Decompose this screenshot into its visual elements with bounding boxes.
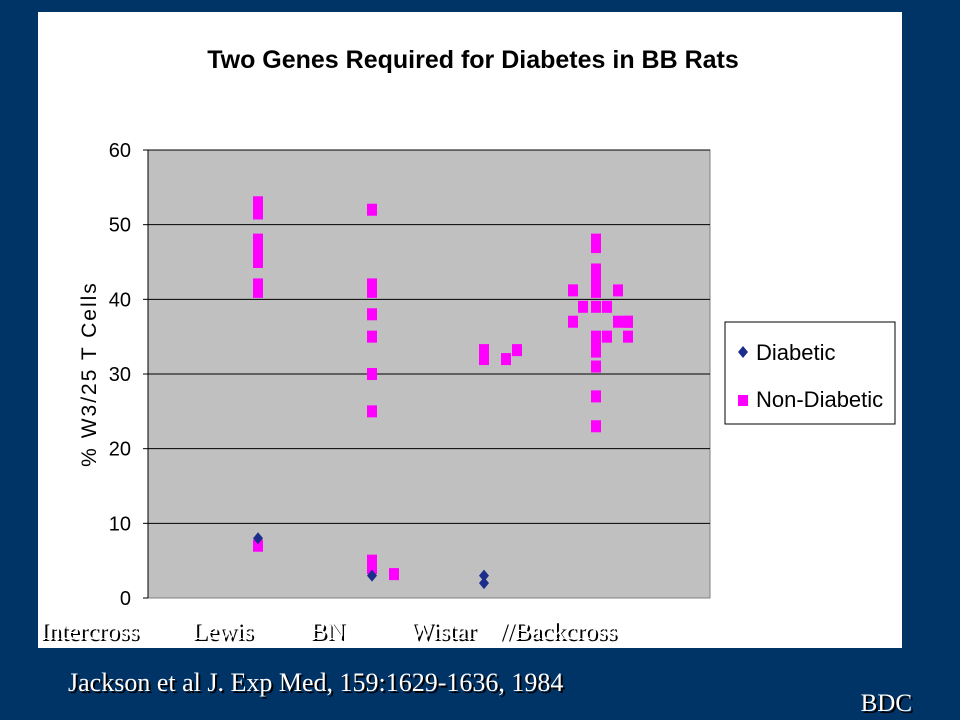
diabetic-point <box>367 569 377 582</box>
non-diabetic-point <box>253 196 263 209</box>
non-diabetic-point <box>623 315 633 328</box>
category-labels: Intercross Lewis BN Wistar //Backcross <box>40 618 660 654</box>
y-axis-label: % W3/25 T Cells <box>78 281 101 467</box>
non-diabetic-point <box>591 263 601 276</box>
category-label-lewis: Lewis <box>192 618 254 645</box>
non-diabetic-point <box>367 278 377 291</box>
non-diabetic-point <box>623 330 633 343</box>
non-diabetic-point <box>367 330 377 343</box>
non-diabetic-point <box>591 241 601 254</box>
non-diabetic-point <box>602 300 612 313</box>
category-label-intercross: Intercross <box>40 618 139 645</box>
y-tick-label: 0 <box>120 588 131 610</box>
non-diabetic-point <box>253 285 263 298</box>
y-tick-label: 10 <box>109 513 131 535</box>
gridlines <box>148 149 710 524</box>
y-tick-label: 40 <box>109 289 131 311</box>
non-diabetic-point <box>568 284 578 297</box>
category-label-wistar: Wistar <box>410 618 476 645</box>
org-label: BDC <box>860 690 912 717</box>
non-diabetic-point <box>568 315 578 328</box>
non-diabetic-point <box>602 330 612 343</box>
data-points <box>253 196 633 590</box>
non-diabetic-point <box>512 344 522 357</box>
non-diabetic-point <box>367 308 377 321</box>
non-diabetic-point <box>613 315 623 328</box>
y-tick-label: 30 <box>109 364 131 386</box>
non-diabetic-point <box>367 285 377 298</box>
chart-title: Two Genes Required for Diabetes in BB Ra… <box>207 46 739 74</box>
diabetic-point <box>253 532 263 545</box>
diabetic-point <box>479 569 489 582</box>
y-tick-label: 60 <box>109 140 131 162</box>
diabetic-point <box>479 577 489 590</box>
non-diabetic-point <box>613 284 623 297</box>
non-diabetic-point <box>367 203 377 216</box>
category-label-backcross: //Backcross <box>500 618 617 645</box>
y-tick-label: 50 <box>109 215 131 237</box>
non-diabetic-point <box>367 368 377 380</box>
non-diabetic-point <box>591 390 601 403</box>
non-diabetic-point <box>591 338 601 351</box>
non-diabetic-point <box>367 562 377 575</box>
legend: Diabetic Non-Diabetic <box>724 321 896 425</box>
y-tick-label: 20 <box>109 439 131 461</box>
non-diabetic-point <box>253 278 263 291</box>
non-diabetic-point <box>591 345 601 358</box>
non-diabetic-point <box>253 233 263 246</box>
citation-text: Jackson et al J. Exp Med, 159:1629-1636,… <box>68 668 564 697</box>
y-axis-ticks: 0 10 20 30 40 50 60 <box>109 140 148 610</box>
non-diabetic-point <box>591 300 601 313</box>
non-diabetic-point <box>591 360 601 373</box>
non-diabetic-point <box>389 568 399 581</box>
non-diabetic-point <box>253 244 263 257</box>
non-diabetic-point <box>591 330 601 343</box>
non-diabetic-point <box>501 353 511 366</box>
category-label-bn: BN <box>310 618 345 645</box>
non-diabetic-point <box>591 285 601 298</box>
non-diabetic-point <box>591 233 601 246</box>
non-diabetic-point <box>591 274 601 287</box>
non-diabetic-point <box>578 300 588 313</box>
non-diabetic-point <box>591 420 601 433</box>
non-diabetic-point <box>479 353 489 366</box>
non-diabetic-point <box>253 256 263 268</box>
non-diabetic-point <box>253 207 263 220</box>
legend-nondiabetic-label: Non-Diabetic <box>756 387 883 412</box>
non-diabetic-point <box>253 539 263 552</box>
legend-diabetic-marker <box>738 346 748 358</box>
legend-nondiabetic-marker <box>738 395 748 406</box>
legend-diabetic-label: Diabetic <box>756 340 835 365</box>
legend-box <box>724 321 896 425</box>
non-diabetic-point <box>367 405 377 418</box>
non-diabetic-point <box>367 554 377 567</box>
non-diabetic-point <box>479 344 489 357</box>
